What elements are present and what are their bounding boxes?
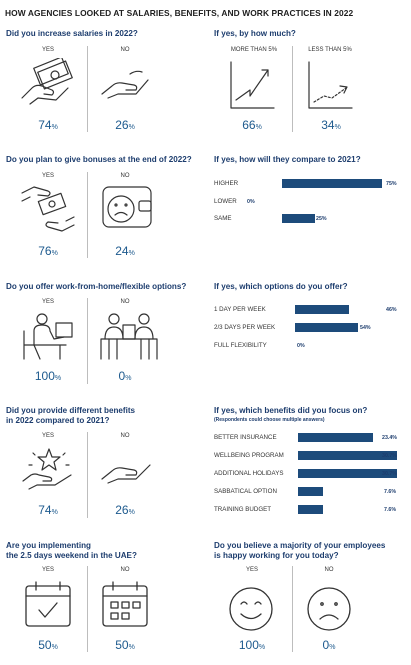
salaries-no-label: NO <box>120 47 130 53</box>
benefit-wellbeing-value: 30.7% <box>382 453 398 459</box>
benefit-insurance-label: BETTER INSURANCE <box>214 434 277 441</box>
wfh-23days-bar <box>295 323 358 332</box>
happy-yes-pct: 100% <box>238 638 266 652</box>
weekend-yes-pct: 50% <box>38 638 58 652</box>
salaries-yes-label: YES <box>41 47 54 53</box>
divider <box>87 566 88 652</box>
benefit-wellbeing-label: WELLBEING PROGRAM <box>214 452 284 459</box>
bonuses-question: Do you plan to give bonuses at the end o… <box>6 155 192 164</box>
divider <box>87 172 88 258</box>
benefit-focus-question: If yes, which benefits did you focus on? <box>214 406 368 415</box>
bonus-same-value: 25% <box>316 216 327 222</box>
wfh-no-label: NO <box>120 299 130 305</box>
wfh-1day-value: 46% <box>386 307 397 313</box>
salaries-question: Did you increase salaries in 2022? <box>6 29 138 38</box>
benefit-insurance-value: 23.4% <box>382 435 398 441</box>
benefit-wellbeing-bar <box>298 451 397 460</box>
salaries-no-pct: 26% <box>115 118 135 132</box>
benefit-training-bar <box>298 505 323 514</box>
growth-chart-icon <box>228 60 276 112</box>
happy-question-line2: is happy working for you today? <box>214 551 339 560</box>
bonus-higher-value: 75% <box>386 181 397 187</box>
remote-worker-icon <box>20 309 76 363</box>
bonus-lower-label: LOWER <box>214 198 237 205</box>
weekend-question-line1: Are you implementing <box>6 541 91 550</box>
weekend-yes-label: YES <box>41 567 54 573</box>
wfh-yes-label: YES <box>41 299 54 305</box>
calendar-grid-icon <box>101 580 149 628</box>
benefit-sabbatical-bar <box>298 487 323 496</box>
benefit-holidays-bar <box>298 469 397 478</box>
wfh-question: Do you offer work-from-home/flexible opt… <box>6 282 187 291</box>
divider <box>292 566 293 652</box>
office-desk-icon <box>99 309 159 363</box>
wfh-options-question: If yes, which options do you offer? <box>214 282 348 291</box>
wfh-full-label: FULL FLEXIBILITY <box>214 342 267 349</box>
bonuses-yes-pct: 76% <box>38 244 58 258</box>
benefits-yes-label: YES <box>41 433 54 439</box>
salary-amount-question: If yes, by how much? <box>214 29 296 38</box>
benefit-sabbatical-value: 7.6% <box>384 489 397 495</box>
divider <box>292 46 293 132</box>
benefits-no-pct: 26% <box>115 503 135 517</box>
star-hand-icon <box>19 445 77 493</box>
wfh-1day-label: 1 DAY PER WEEK <box>214 306 266 313</box>
happy-no-pct: 0% <box>322 638 336 652</box>
open-hand-icon <box>100 455 152 487</box>
bonuses-no-label: NO <box>120 173 130 179</box>
divider <box>87 298 88 384</box>
bonus-lower-value: 0% <box>247 199 255 205</box>
wfh-1day-bar <box>295 305 349 314</box>
bonus-same-label: SAME <box>214 215 232 222</box>
happy-yes-label: YES <box>245 567 258 573</box>
benefits-no-label: NO <box>120 433 130 439</box>
less-than-5-pct: 34% <box>321 118 341 132</box>
less-than-5-label: LESS THAN 5% <box>308 47 352 53</box>
weekend-question-line2: the 2.5 days weekend in the UAE? <box>6 551 137 560</box>
benefit-holidays-value: 30.7% <box>382 471 398 477</box>
wfh-23days-value: 54% <box>360 325 371 331</box>
infographic-title: HOW AGENCIES LOOKED AT SALARIES, BENEFIT… <box>5 8 354 18</box>
wfh-yes-pct: 100% <box>34 369 62 383</box>
happy-question-line1: Do you believe a majority of your employ… <box>214 541 386 550</box>
benefits-yes-pct: 74% <box>38 503 58 517</box>
open-hand-icon <box>100 66 150 100</box>
slow-growth-icon <box>306 60 354 112</box>
sad-wallet-icon <box>101 183 155 235</box>
benefit-training-value: 7.6% <box>384 507 397 513</box>
benefit-training-label: TRAINING BUDGET <box>214 506 272 513</box>
divider <box>87 46 88 132</box>
bonuses-yes-label: YES <box>41 173 54 179</box>
benefits-question-line2: in 2022 compared to 2021? <box>6 416 110 425</box>
weekend-no-pct: 50% <box>115 638 135 652</box>
happy-no-label: NO <box>324 567 334 573</box>
wfh-23days-label: 2/3 DAYS PER WEEK <box>214 324 276 331</box>
money-exchange-icon <box>18 183 78 235</box>
bonus-higher-label: HIGHER <box>214 180 239 187</box>
smiley-face-icon <box>228 586 274 632</box>
benefit-sabbatical-label: SABBATICAL OPTION <box>214 488 277 495</box>
weekend-no-label: NO <box>120 567 130 573</box>
bonus-higher-bar <box>282 179 382 188</box>
benefit-focus-note: (Respondents could choose multiple answe… <box>214 417 325 423</box>
divider <box>87 432 88 518</box>
more-than-5-pct: 66% <box>242 118 262 132</box>
calendar-check-icon <box>24 580 72 628</box>
bonuses-no-pct: 24% <box>115 244 135 258</box>
bonus-compare-question: If yes, how will they compare to 2021? <box>214 155 361 164</box>
salaries-yes-pct: 74% <box>38 118 58 132</box>
more-than-5-label: MORE THAN 5% <box>230 47 278 53</box>
benefit-insurance-bar <box>298 433 373 442</box>
benefit-holidays-label: ADDITIONAL HOLIDAYS <box>214 470 284 477</box>
wfh-full-value: 0% <box>297 343 305 349</box>
benefits-question-line1: Did you provide different benefits <box>6 406 136 415</box>
money-hand-icon <box>18 58 76 108</box>
wfh-no-pct: 0% <box>118 369 132 383</box>
sad-face-icon <box>306 586 352 632</box>
bonus-same-bar <box>282 214 315 223</box>
